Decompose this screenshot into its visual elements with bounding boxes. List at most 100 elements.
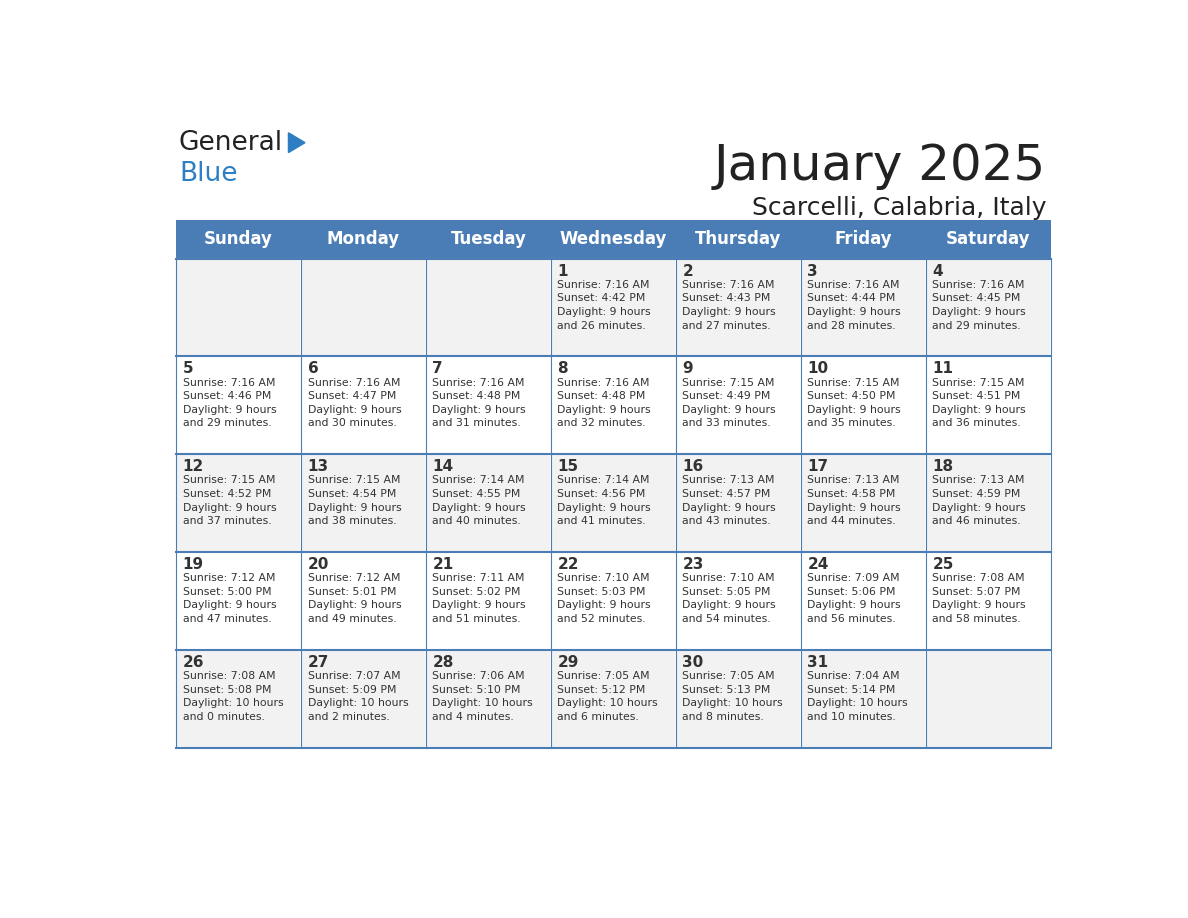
Bar xyxy=(925,650,1051,747)
Bar xyxy=(176,219,301,259)
Bar xyxy=(676,356,801,454)
Text: Sunrise: 7:12 AM
Sunset: 5:01 PM
Daylight: 9 hours
and 49 minutes.: Sunrise: 7:12 AM Sunset: 5:01 PM Dayligh… xyxy=(308,573,402,624)
Text: 31: 31 xyxy=(808,655,828,669)
Text: 22: 22 xyxy=(557,557,579,572)
Text: Sunrise: 7:13 AM
Sunset: 4:57 PM
Daylight: 9 hours
and 43 minutes.: Sunrise: 7:13 AM Sunset: 4:57 PM Dayligh… xyxy=(682,476,776,526)
Text: Sunrise: 7:16 AM
Sunset: 4:45 PM
Daylight: 9 hours
and 29 minutes.: Sunrise: 7:16 AM Sunset: 4:45 PM Dayligh… xyxy=(933,280,1026,330)
Text: 24: 24 xyxy=(808,557,829,572)
Bar xyxy=(676,650,801,747)
Text: Sunrise: 7:04 AM
Sunset: 5:14 PM
Daylight: 10 hours
and 10 minutes.: Sunrise: 7:04 AM Sunset: 5:14 PM Dayligh… xyxy=(808,671,908,722)
Bar xyxy=(551,454,676,552)
Text: Thursday: Thursday xyxy=(695,230,782,248)
Text: Sunrise: 7:11 AM
Sunset: 5:02 PM
Daylight: 9 hours
and 51 minutes.: Sunrise: 7:11 AM Sunset: 5:02 PM Dayligh… xyxy=(432,573,526,624)
Bar xyxy=(301,454,426,552)
Text: Sunrise: 7:14 AM
Sunset: 4:56 PM
Daylight: 9 hours
and 41 minutes.: Sunrise: 7:14 AM Sunset: 4:56 PM Dayligh… xyxy=(557,476,651,526)
Bar xyxy=(176,259,301,356)
Text: 6: 6 xyxy=(308,362,318,376)
Text: Sunrise: 7:16 AM
Sunset: 4:48 PM
Daylight: 9 hours
and 32 minutes.: Sunrise: 7:16 AM Sunset: 4:48 PM Dayligh… xyxy=(557,377,651,429)
Bar xyxy=(925,259,1051,356)
Text: 14: 14 xyxy=(432,459,454,474)
Text: 28: 28 xyxy=(432,655,454,669)
Text: Sunrise: 7:05 AM
Sunset: 5:12 PM
Daylight: 10 hours
and 6 minutes.: Sunrise: 7:05 AM Sunset: 5:12 PM Dayligh… xyxy=(557,671,658,722)
Text: 3: 3 xyxy=(808,263,819,278)
Text: Sunrise: 7:09 AM
Sunset: 5:06 PM
Daylight: 9 hours
and 56 minutes.: Sunrise: 7:09 AM Sunset: 5:06 PM Dayligh… xyxy=(808,573,901,624)
Bar xyxy=(426,356,551,454)
Text: Sunrise: 7:16 AM
Sunset: 4:46 PM
Daylight: 9 hours
and 29 minutes.: Sunrise: 7:16 AM Sunset: 4:46 PM Dayligh… xyxy=(183,377,276,429)
Text: Sunrise: 7:14 AM
Sunset: 4:55 PM
Daylight: 9 hours
and 40 minutes.: Sunrise: 7:14 AM Sunset: 4:55 PM Dayligh… xyxy=(432,476,526,526)
Bar xyxy=(426,552,551,650)
Text: Sunrise: 7:15 AM
Sunset: 4:49 PM
Daylight: 9 hours
and 33 minutes.: Sunrise: 7:15 AM Sunset: 4:49 PM Dayligh… xyxy=(682,377,776,429)
Text: 17: 17 xyxy=(808,459,828,474)
Text: 27: 27 xyxy=(308,655,329,669)
Bar xyxy=(801,650,925,747)
Text: Sunrise: 7:10 AM
Sunset: 5:05 PM
Daylight: 9 hours
and 54 minutes.: Sunrise: 7:10 AM Sunset: 5:05 PM Dayligh… xyxy=(682,573,776,624)
Polygon shape xyxy=(289,133,305,152)
Bar xyxy=(801,454,925,552)
Text: 4: 4 xyxy=(933,263,943,278)
Bar xyxy=(551,356,676,454)
Text: Wednesday: Wednesday xyxy=(560,230,668,248)
Text: 21: 21 xyxy=(432,557,454,572)
Bar xyxy=(551,650,676,747)
Text: Sunrise: 7:16 AM
Sunset: 4:47 PM
Daylight: 9 hours
and 30 minutes.: Sunrise: 7:16 AM Sunset: 4:47 PM Dayligh… xyxy=(308,377,402,429)
Text: Sunrise: 7:07 AM
Sunset: 5:09 PM
Daylight: 10 hours
and 2 minutes.: Sunrise: 7:07 AM Sunset: 5:09 PM Dayligh… xyxy=(308,671,409,722)
Bar xyxy=(301,259,426,356)
Bar xyxy=(301,552,426,650)
Bar xyxy=(426,454,551,552)
Text: Sunrise: 7:13 AM
Sunset: 4:59 PM
Daylight: 9 hours
and 46 minutes.: Sunrise: 7:13 AM Sunset: 4:59 PM Dayligh… xyxy=(933,476,1026,526)
Text: Sunrise: 7:16 AM
Sunset: 4:43 PM
Daylight: 9 hours
and 27 minutes.: Sunrise: 7:16 AM Sunset: 4:43 PM Dayligh… xyxy=(682,280,776,330)
Text: Sunrise: 7:16 AM
Sunset: 4:44 PM
Daylight: 9 hours
and 28 minutes.: Sunrise: 7:16 AM Sunset: 4:44 PM Dayligh… xyxy=(808,280,901,330)
Text: Blue: Blue xyxy=(179,161,238,187)
Bar xyxy=(801,356,925,454)
Text: 13: 13 xyxy=(308,459,329,474)
Text: Saturday: Saturday xyxy=(946,230,1030,248)
Text: Sunrise: 7:15 AM
Sunset: 4:54 PM
Daylight: 9 hours
and 38 minutes.: Sunrise: 7:15 AM Sunset: 4:54 PM Dayligh… xyxy=(308,476,402,526)
Bar xyxy=(676,219,801,259)
Bar xyxy=(676,552,801,650)
Text: Sunrise: 7:12 AM
Sunset: 5:00 PM
Daylight: 9 hours
and 47 minutes.: Sunrise: 7:12 AM Sunset: 5:00 PM Dayligh… xyxy=(183,573,276,624)
Text: Sunrise: 7:06 AM
Sunset: 5:10 PM
Daylight: 10 hours
and 4 minutes.: Sunrise: 7:06 AM Sunset: 5:10 PM Dayligh… xyxy=(432,671,533,722)
Text: 16: 16 xyxy=(682,459,703,474)
Bar xyxy=(676,454,801,552)
Text: January 2025: January 2025 xyxy=(714,142,1047,190)
Bar xyxy=(551,259,676,356)
Text: Sunrise: 7:10 AM
Sunset: 5:03 PM
Daylight: 9 hours
and 52 minutes.: Sunrise: 7:10 AM Sunset: 5:03 PM Dayligh… xyxy=(557,573,651,624)
Text: Sunrise: 7:15 AM
Sunset: 4:52 PM
Daylight: 9 hours
and 37 minutes.: Sunrise: 7:15 AM Sunset: 4:52 PM Dayligh… xyxy=(183,476,276,526)
Text: 12: 12 xyxy=(183,459,204,474)
Text: 5: 5 xyxy=(183,362,194,376)
Text: Sunrise: 7:08 AM
Sunset: 5:08 PM
Daylight: 10 hours
and 0 minutes.: Sunrise: 7:08 AM Sunset: 5:08 PM Dayligh… xyxy=(183,671,283,722)
Bar xyxy=(925,219,1051,259)
Text: 26: 26 xyxy=(183,655,204,669)
Bar xyxy=(676,259,801,356)
Text: 20: 20 xyxy=(308,557,329,572)
Text: 9: 9 xyxy=(682,362,693,376)
Text: Sunrise: 7:15 AM
Sunset: 4:51 PM
Daylight: 9 hours
and 36 minutes.: Sunrise: 7:15 AM Sunset: 4:51 PM Dayligh… xyxy=(933,377,1026,429)
Bar xyxy=(925,454,1051,552)
Bar xyxy=(176,356,301,454)
Bar xyxy=(301,650,426,747)
Bar xyxy=(801,552,925,650)
Text: Sunrise: 7:15 AM
Sunset: 4:50 PM
Daylight: 9 hours
and 35 minutes.: Sunrise: 7:15 AM Sunset: 4:50 PM Dayligh… xyxy=(808,377,901,429)
Text: General: General xyxy=(179,130,283,156)
Text: 10: 10 xyxy=(808,362,828,376)
Text: Sunday: Sunday xyxy=(204,230,273,248)
Bar xyxy=(176,552,301,650)
Text: 23: 23 xyxy=(682,557,703,572)
Text: 7: 7 xyxy=(432,362,443,376)
Bar xyxy=(426,259,551,356)
Text: 2: 2 xyxy=(682,263,693,278)
Text: Sunrise: 7:16 AM
Sunset: 4:42 PM
Daylight: 9 hours
and 26 minutes.: Sunrise: 7:16 AM Sunset: 4:42 PM Dayligh… xyxy=(557,280,651,330)
Text: Friday: Friday xyxy=(834,230,892,248)
Text: Sunrise: 7:05 AM
Sunset: 5:13 PM
Daylight: 10 hours
and 8 minutes.: Sunrise: 7:05 AM Sunset: 5:13 PM Dayligh… xyxy=(682,671,783,722)
Bar xyxy=(426,650,551,747)
Text: 18: 18 xyxy=(933,459,954,474)
Text: Sunrise: 7:16 AM
Sunset: 4:48 PM
Daylight: 9 hours
and 31 minutes.: Sunrise: 7:16 AM Sunset: 4:48 PM Dayligh… xyxy=(432,377,526,429)
Text: Scarcelli, Calabria, Italy: Scarcelli, Calabria, Italy xyxy=(752,196,1047,220)
Bar xyxy=(176,650,301,747)
Bar xyxy=(551,552,676,650)
Text: 29: 29 xyxy=(557,655,579,669)
Bar xyxy=(551,219,676,259)
Text: 19: 19 xyxy=(183,557,203,572)
Text: 11: 11 xyxy=(933,362,953,376)
Bar xyxy=(801,259,925,356)
